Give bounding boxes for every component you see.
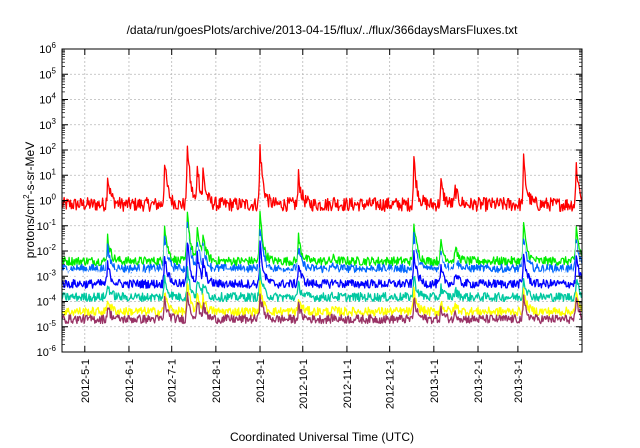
x-tick-label: 2012-7-1: [167, 359, 179, 403]
x-tick-label: 2012-9-1: [255, 359, 267, 403]
y-tick-label: 105: [39, 66, 56, 81]
x-tick-label: 2012-8-1: [211, 359, 223, 403]
series-line: [61, 227, 583, 280]
series-layer: [61, 143, 583, 325]
y-tick-label: 106: [39, 41, 56, 56]
y-tick-label: 10-4: [37, 294, 57, 309]
y-tick-label: 100: [39, 193, 56, 208]
y-axis-label: protons/cm2-s-sr-MeV: [22, 142, 37, 258]
y-tick-label: 102: [39, 142, 56, 157]
series-line: [61, 280, 583, 317]
x-tick-label: 2012-5-1: [80, 359, 92, 403]
x-tick-label: 2013-3-1: [513, 359, 525, 403]
y-tick-label: 103: [39, 117, 56, 132]
series-line: [61, 143, 583, 212]
y-tick-label: 10-5: [37, 319, 57, 334]
series-line: [61, 266, 583, 303]
x-tick-label: 2013-1-1: [429, 359, 441, 403]
series-line: [61, 291, 583, 325]
chart-title: /data/run/goesPlots/archive/2013-04-15/f…: [127, 23, 519, 37]
x-tick-label: 2012-11-1: [342, 359, 354, 408]
series-line: [61, 221, 583, 274]
y-tick-label: 104: [39, 92, 56, 107]
y-tick-label: 10-1: [37, 218, 57, 233]
series-line: [61, 240, 583, 289]
x-tick-label: 2012-10-1: [298, 359, 310, 409]
y-tick-label: 10-6: [37, 344, 57, 359]
y-tick-labels: 10-6 10-5 10-4 10-3 10-2 10-1 100 101 102 103 104 1…: [37, 41, 57, 359]
tick-marks: [62, 48, 582, 353]
y-tick-label: 10-2: [37, 243, 57, 258]
x-tick-label: 2012-12-1: [385, 359, 397, 409]
y-tick-label: 101: [39, 167, 56, 182]
y-tick-label: 10-3: [37, 268, 57, 283]
x-tick-label: 2013-2-1: [473, 359, 485, 403]
series-line: [61, 210, 583, 267]
x-tick-labels: 2012-5-1 2012-6-1 2012-7-1 2012-8-1 2012-9-1…: [80, 359, 525, 409]
x-tick-label: 2012-6-1: [124, 359, 136, 403]
grid-lines: [62, 49, 582, 352]
x-axis-label: Coordinated Universal Time (UTC): [230, 430, 414, 444]
